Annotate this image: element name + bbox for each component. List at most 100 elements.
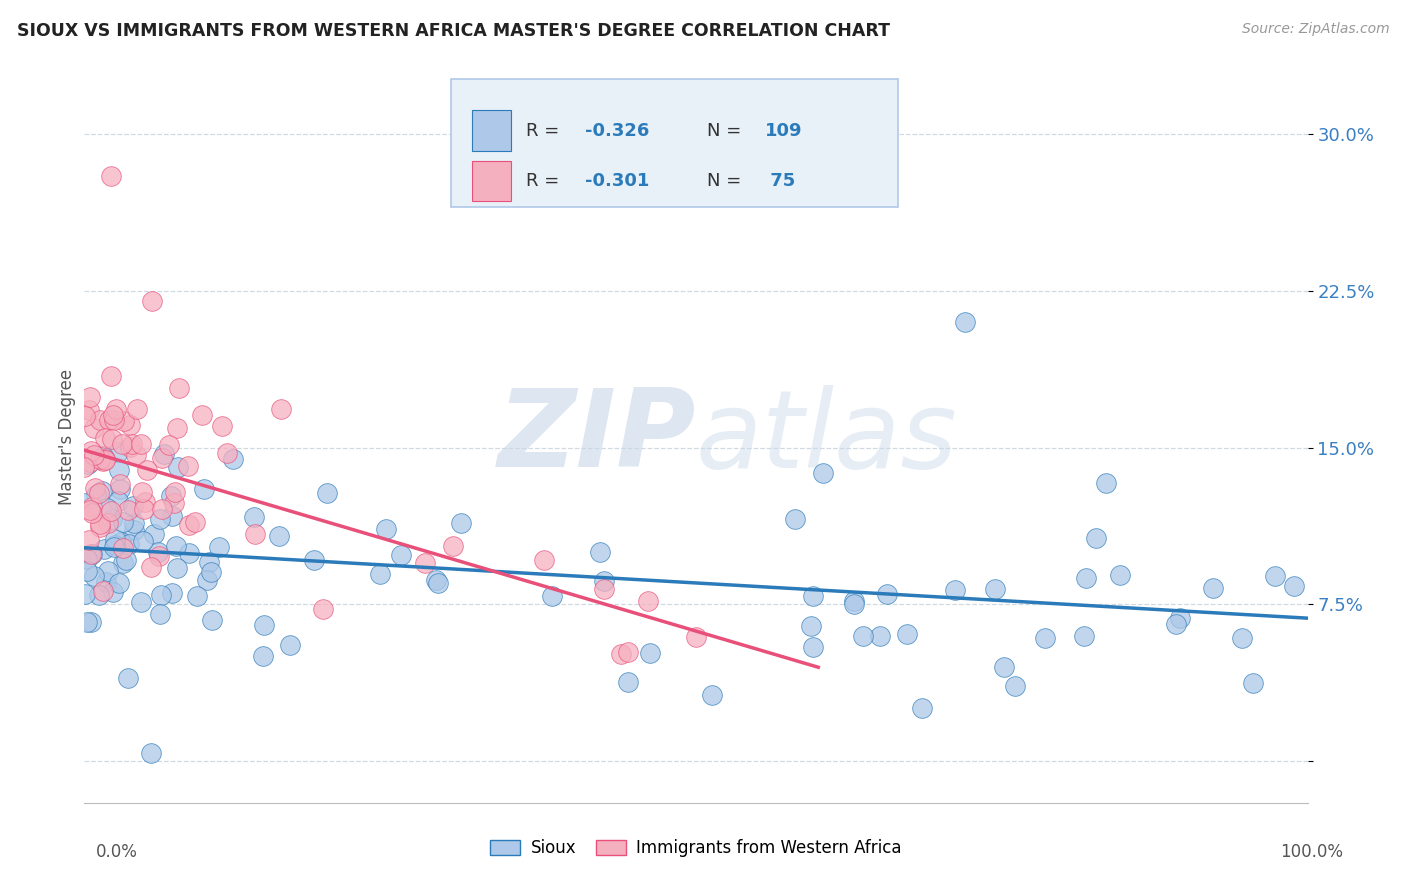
Point	[953, 315, 976, 329]
Point	[77, 402, 100, 417]
Point	[801, 589, 824, 603]
Point	[191, 408, 214, 422]
Point	[1004, 679, 1026, 693]
Point	[1168, 611, 1191, 625]
Point	[89, 520, 111, 534]
Point	[160, 508, 183, 523]
Point	[103, 540, 125, 554]
Point	[413, 557, 436, 571]
Point	[198, 555, 221, 569]
Point	[104, 538, 127, 552]
Point	[370, 567, 392, 582]
Point	[166, 560, 188, 574]
Point	[149, 511, 172, 525]
Point	[91, 453, 114, 467]
Point	[132, 502, 155, 516]
Point	[167, 460, 190, 475]
Point	[118, 417, 141, 432]
Point	[186, 589, 208, 603]
Point	[125, 448, 148, 462]
Text: N =: N =	[707, 121, 747, 140]
Point	[1085, 531, 1108, 545]
Point	[121, 499, 143, 513]
Point	[134, 494, 156, 508]
Point	[105, 401, 128, 416]
Point	[592, 574, 614, 588]
Point	[149, 607, 172, 621]
Point	[141, 560, 163, 574]
Point	[270, 401, 292, 416]
Text: SIOUX VS IMMIGRANTS FROM WESTERN AFRICA MASTER'S DEGREE CORRELATION CHART: SIOUX VS IMMIGRANTS FROM WESTERN AFRICA …	[17, 22, 890, 40]
Point	[97, 564, 120, 578]
Point	[1282, 579, 1305, 593]
Point	[83, 448, 105, 462]
Point	[533, 552, 555, 566]
Point	[91, 484, 114, 499]
Point	[799, 618, 821, 632]
Point	[80, 615, 103, 629]
Point	[165, 485, 187, 500]
Point	[84, 481, 107, 495]
Point	[80, 547, 103, 561]
Point	[177, 517, 200, 532]
Point	[177, 546, 200, 560]
Point	[121, 436, 143, 450]
Point	[135, 463, 157, 477]
Point	[617, 674, 640, 689]
Text: 109: 109	[765, 121, 801, 140]
Point	[157, 438, 180, 452]
Point	[267, 529, 290, 543]
Point	[803, 640, 825, 654]
Point	[844, 594, 866, 608]
Point	[104, 532, 127, 546]
Point	[993, 660, 1015, 674]
Point	[215, 446, 238, 460]
Point	[100, 512, 122, 526]
Point	[852, 629, 875, 643]
Point	[177, 459, 200, 474]
Point	[91, 449, 114, 463]
Point	[96, 501, 118, 516]
Point	[79, 502, 101, 516]
Point	[112, 413, 135, 427]
Point	[139, 746, 162, 760]
Point	[304, 553, 326, 567]
Point	[83, 421, 105, 435]
Point	[441, 539, 464, 553]
Legend: Sioux, Immigrants from Western Africa: Sioux, Immigrants from Western Africa	[484, 832, 908, 864]
Point	[616, 645, 638, 659]
Point	[427, 575, 450, 590]
Point	[93, 453, 115, 467]
Point	[77, 457, 100, 471]
Point	[141, 294, 163, 309]
Point	[107, 445, 129, 459]
Point	[146, 545, 169, 559]
Point	[89, 516, 111, 531]
Point	[120, 441, 142, 455]
Text: 75: 75	[765, 172, 796, 190]
Point	[811, 467, 834, 481]
Point	[152, 447, 174, 461]
Point	[208, 540, 231, 554]
Point	[450, 516, 472, 531]
Point	[73, 587, 96, 601]
Point	[160, 586, 183, 600]
Point	[94, 431, 117, 445]
Point	[193, 483, 215, 497]
Point	[89, 412, 111, 426]
Point	[100, 504, 122, 518]
Point	[101, 585, 124, 599]
Point	[1073, 629, 1095, 643]
Point	[637, 594, 659, 608]
Point	[89, 451, 111, 466]
Point	[103, 408, 125, 422]
Point	[129, 437, 152, 451]
Text: -0.301: -0.301	[585, 172, 650, 190]
Point	[83, 569, 105, 583]
Point	[101, 432, 124, 446]
Point	[245, 527, 267, 541]
Point	[150, 588, 173, 602]
Text: atlas: atlas	[696, 384, 957, 490]
Point	[1033, 631, 1056, 645]
Point	[195, 573, 218, 587]
